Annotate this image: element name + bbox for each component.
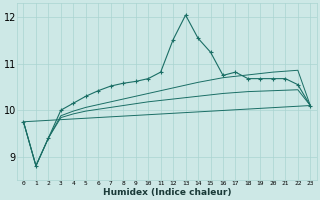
X-axis label: Humidex (Indice chaleur): Humidex (Indice chaleur) <box>103 188 231 197</box>
